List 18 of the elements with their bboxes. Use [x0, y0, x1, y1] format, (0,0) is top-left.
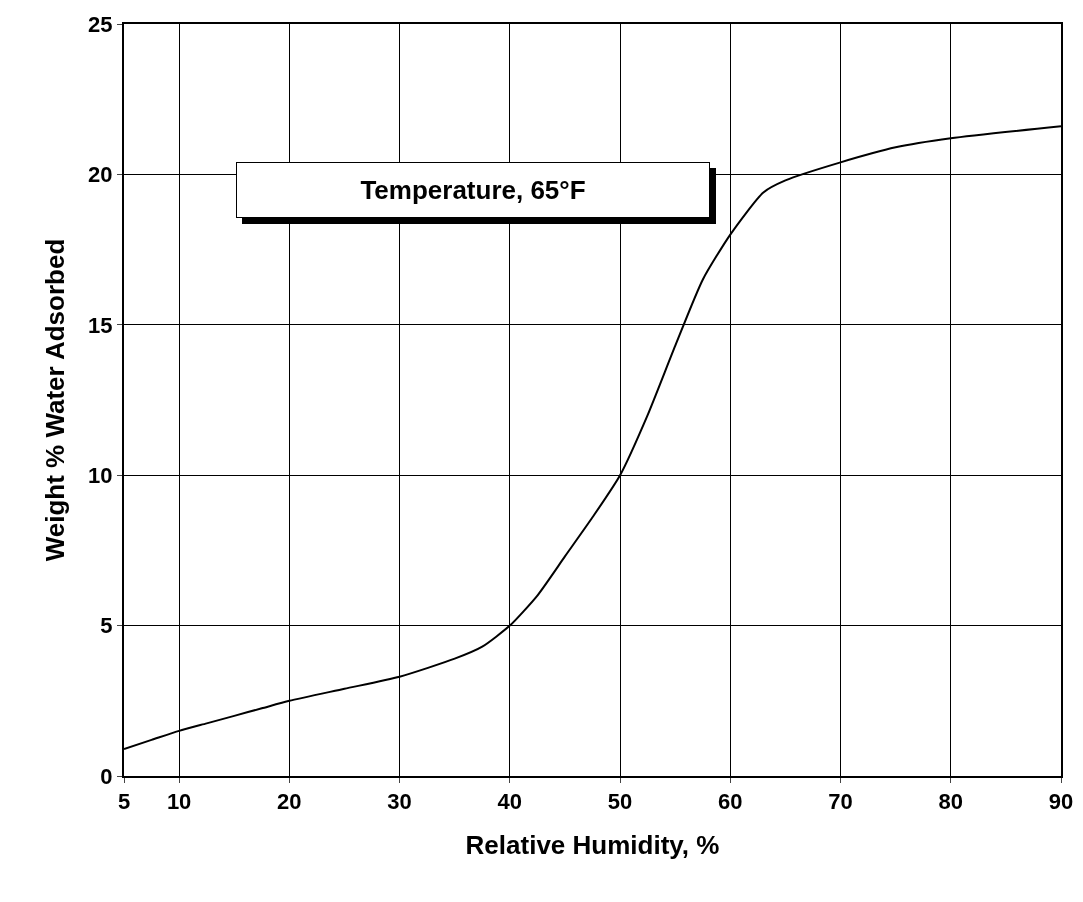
x-tick-label: 70	[828, 789, 853, 815]
x-tick-label: 10	[166, 789, 192, 815]
x-tick-label: 40	[497, 789, 523, 815]
x-tick-label: 60	[718, 789, 743, 815]
x-tick-label: 30	[387, 789, 412, 815]
y-tick-label: 20	[88, 162, 113, 188]
x-tick-label: 5	[117, 789, 131, 815]
x-tick-label: 90	[1048, 789, 1074, 815]
x-tick-label: 80	[938, 789, 963, 815]
y-axis-title: Weight % Water Adsorbed	[40, 238, 71, 562]
y-tick-label: 0	[100, 763, 113, 789]
x-tick-label: 20	[277, 789, 302, 815]
y-tick-label: 15	[88, 312, 113, 338]
y-tick-label: 25	[88, 11, 113, 37]
x-tick-label: 50	[607, 789, 633, 815]
y-tick-label: 5	[100, 613, 113, 639]
x-axis-title: Relative Humidity, %	[465, 829, 720, 860]
y-tick-label: 10	[88, 462, 113, 488]
